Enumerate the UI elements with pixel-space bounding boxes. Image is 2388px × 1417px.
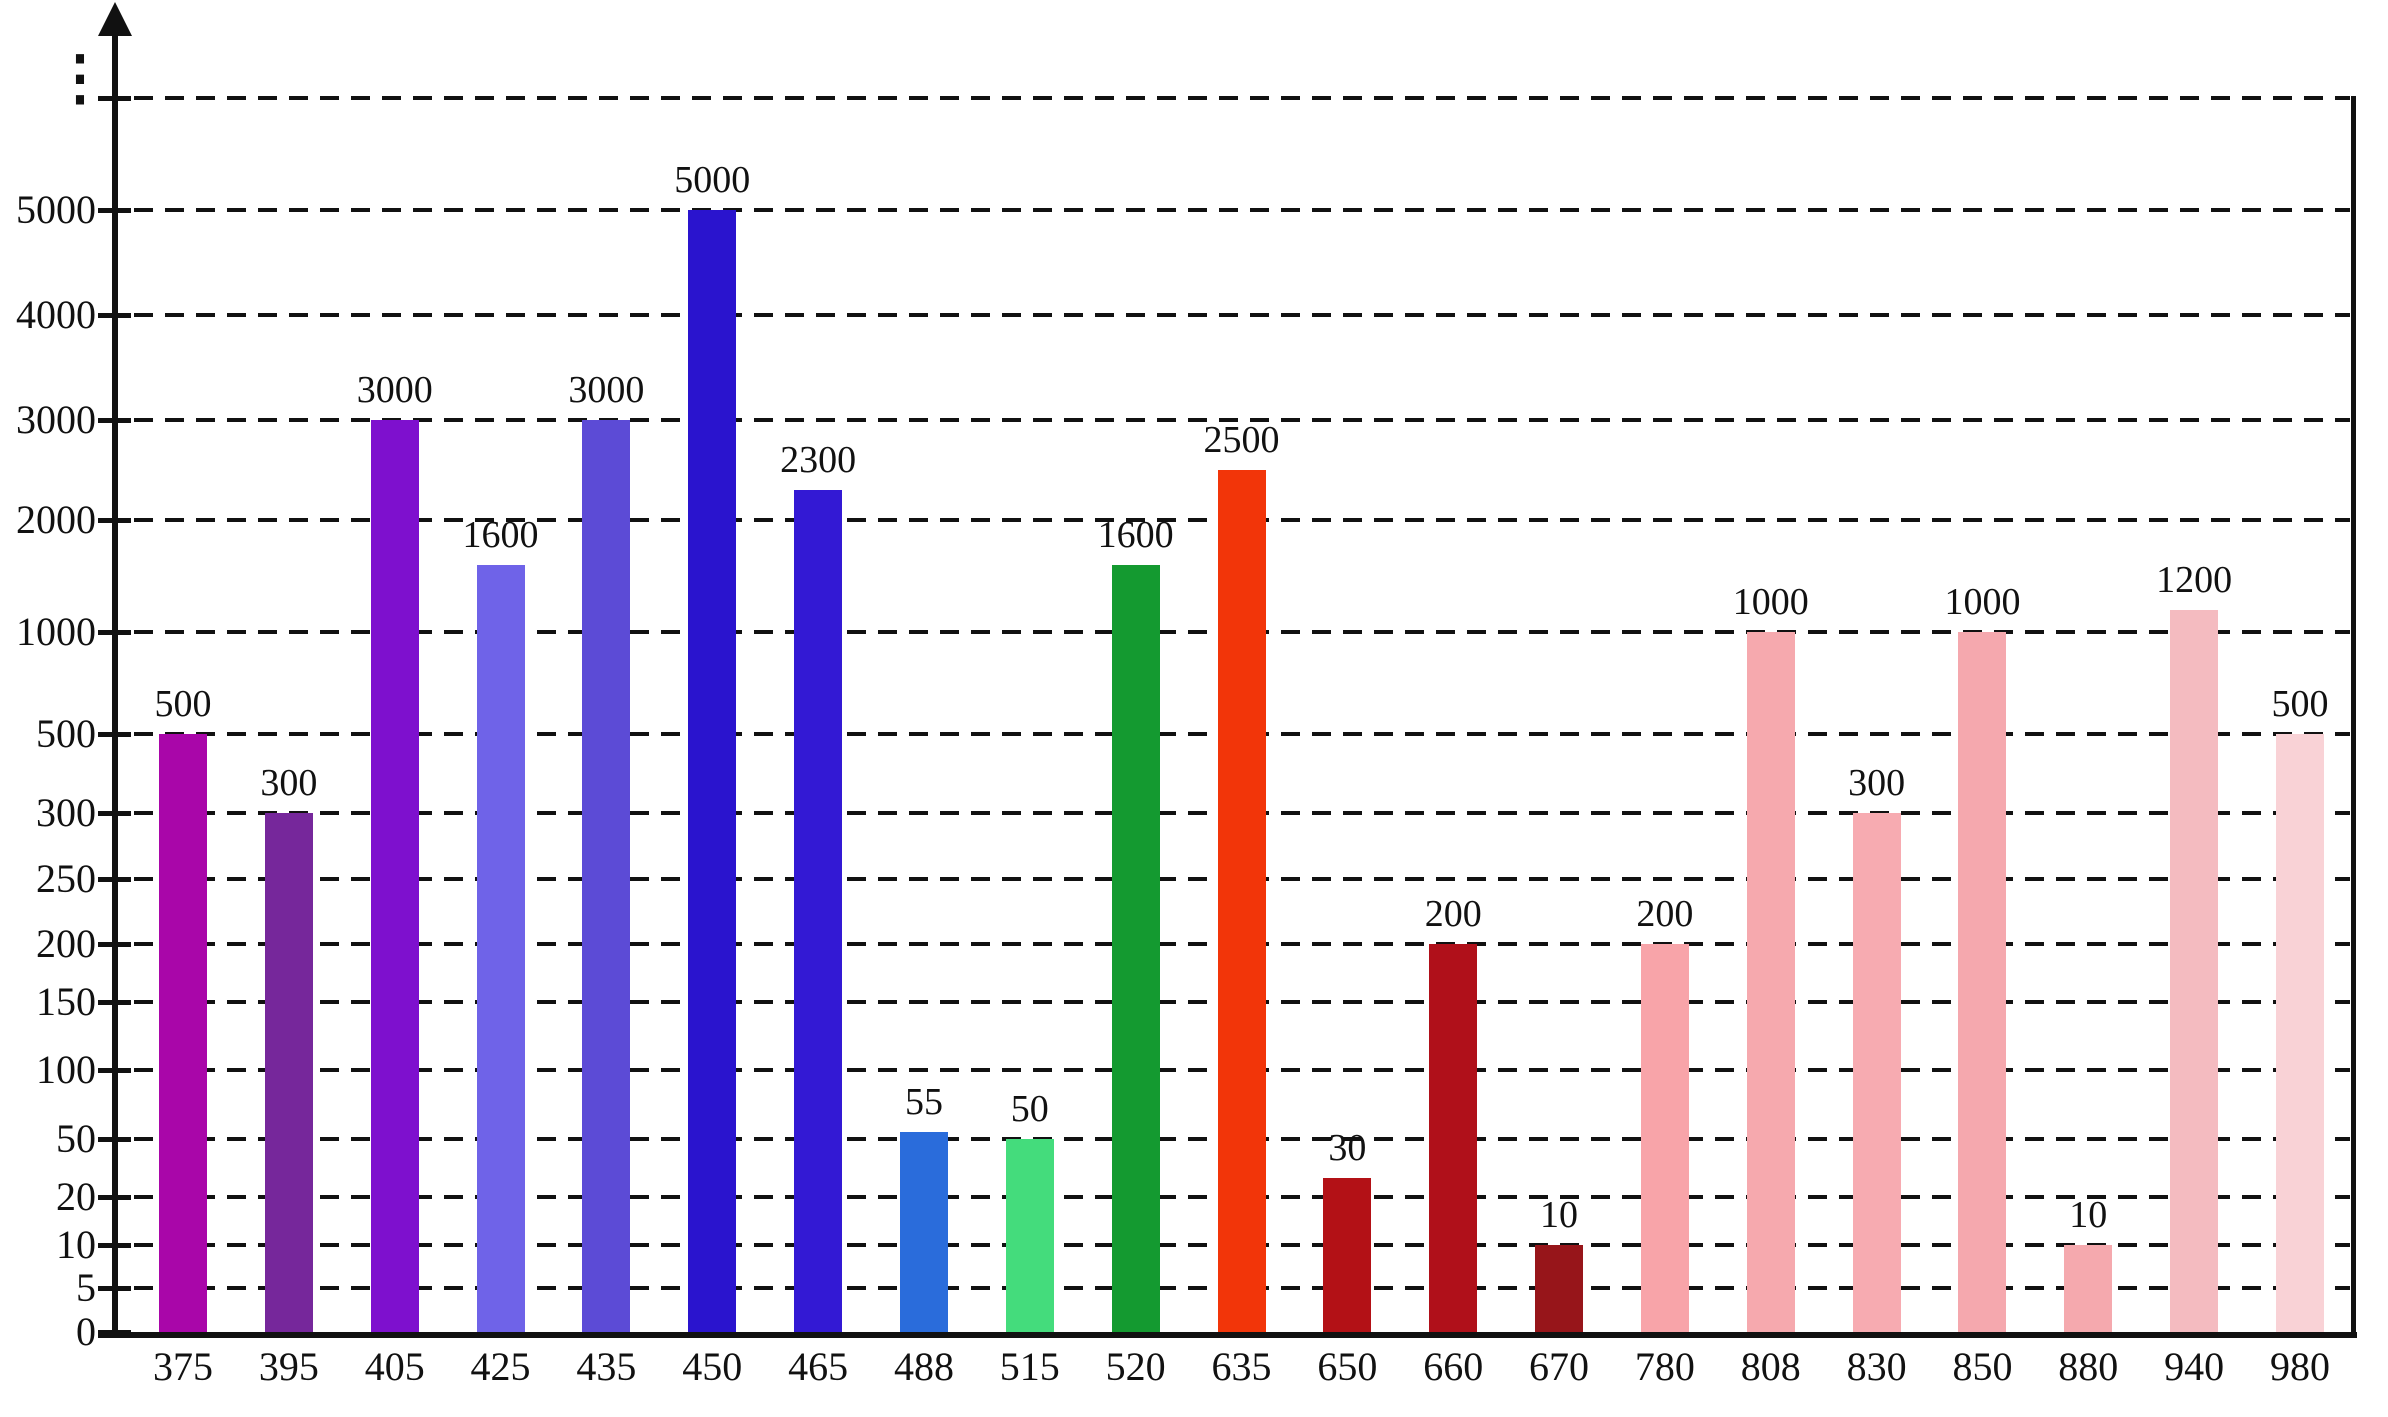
bar-940nm bbox=[2170, 609, 2219, 1332]
bar-value-label: 500 bbox=[2271, 683, 2329, 725]
gridline bbox=[134, 208, 2350, 212]
y-axis-line bbox=[112, 30, 118, 1338]
x-axis-tick-label: 515 bbox=[999, 1344, 1060, 1389]
y-axis-tick-label: 20 bbox=[56, 1174, 96, 1219]
y-axis-tick-label: 4000 bbox=[16, 292, 96, 337]
bar-value-label: 3000 bbox=[356, 369, 433, 411]
x-axis-tick-label: 375 bbox=[153, 1344, 213, 1389]
x-axis-tick-label: 488 bbox=[893, 1344, 954, 1389]
bar-value-label: 30 bbox=[1328, 1126, 1367, 1169]
bar-value-label: 1600 bbox=[462, 513, 539, 556]
bar-value-label: 2500 bbox=[1203, 419, 1280, 461]
bar-value-label: 1000 bbox=[1732, 581, 1809, 623]
x-axis-tick-label: 395 bbox=[258, 1344, 319, 1389]
x-axis-tick-label: 850 bbox=[1952, 1344, 2013, 1389]
bar-450nm bbox=[688, 210, 737, 1332]
x-axis-tick-label: 980 bbox=[2270, 1344, 2330, 1389]
y-axis-tick-label: 50 bbox=[56, 1116, 96, 1161]
y-axis-tick-label: 150 bbox=[36, 979, 96, 1024]
x-axis-tick-label: 465 bbox=[788, 1344, 849, 1389]
bar-value-label: 50 bbox=[1010, 1088, 1049, 1130]
y-axis-tick-label: 1000 bbox=[16, 609, 96, 654]
bar-980nm bbox=[2276, 734, 2324, 1332]
y-axis-tick-label: 5 bbox=[76, 1265, 96, 1310]
x-axis-tick-label: 425 bbox=[470, 1344, 531, 1389]
y-axis-tick-label: 250 bbox=[36, 856, 96, 901]
bar-405nm bbox=[370, 420, 419, 1332]
bar-value-label: 55 bbox=[904, 1081, 943, 1124]
bar-value-label: 3000 bbox=[568, 369, 645, 411]
bar-780nm bbox=[1640, 944, 1689, 1332]
bar-635nm bbox=[1217, 470, 1266, 1332]
x-axis-tick-label: 670 bbox=[1529, 1344, 1590, 1389]
bar-880nm bbox=[2064, 1245, 2113, 1332]
bar-808nm bbox=[1746, 632, 1795, 1332]
gridline-top-unlabeled bbox=[134, 96, 2350, 100]
y-axis-tick-label: 2000 bbox=[16, 497, 96, 542]
x-axis-tick-label: 660 bbox=[1423, 1344, 1484, 1389]
bar-value-label: 1000 bbox=[1944, 581, 2021, 623]
bar-value-label: 10 bbox=[1540, 1194, 1579, 1236]
bar-425nm bbox=[476, 564, 525, 1332]
x-axis-tick-label: 405 bbox=[364, 1344, 425, 1389]
y-axis-tick-label: 300 bbox=[36, 790, 96, 835]
bar-465nm bbox=[794, 490, 843, 1332]
y-axis-tick-label: 100 bbox=[36, 1047, 96, 1092]
y-axis-tick-label: 3000 bbox=[16, 397, 96, 442]
bar-660nm bbox=[1429, 944, 1478, 1332]
bar-520nm bbox=[1111, 564, 1160, 1332]
bar-515nm bbox=[1005, 1139, 1054, 1332]
bar-value-label: 500 bbox=[154, 683, 212, 725]
bar-375nm bbox=[159, 734, 207, 1332]
x-axis-tick-label: 650 bbox=[1317, 1344, 1378, 1389]
bar-395nm bbox=[264, 813, 313, 1332]
bar-488nm bbox=[899, 1132, 948, 1332]
x-axis-tick-label: 520 bbox=[1105, 1344, 1166, 1389]
bar-value-label: 200 bbox=[1636, 893, 1694, 935]
y-axis-tick-label: 500 bbox=[36, 711, 96, 756]
bar-value-label: 1200 bbox=[2156, 558, 2233, 601]
bar-670nm bbox=[1535, 1245, 1584, 1332]
bar-value-label: 5000 bbox=[674, 159, 751, 201]
y-axis-tick-label: 10 bbox=[56, 1222, 96, 1267]
bar-value-label: 1600 bbox=[1097, 513, 1174, 556]
bar-value-label: 2300 bbox=[780, 439, 857, 481]
x-axis-tick-label: 635 bbox=[1211, 1344, 1272, 1389]
bar-830nm bbox=[1852, 813, 1901, 1332]
x-axis-tick-label: 880 bbox=[2058, 1344, 2119, 1389]
bar-650nm bbox=[1323, 1177, 1372, 1332]
x-axis-tick-label: 808 bbox=[1740, 1344, 1801, 1389]
bar-850nm bbox=[1958, 632, 2007, 1332]
y-axis-tick-label: 0 bbox=[76, 1309, 96, 1354]
bar-value-label: 10 bbox=[2069, 1194, 2108, 1236]
x-axis-tick-label: 940 bbox=[2164, 1344, 2225, 1389]
bar-value-label: 300 bbox=[1848, 762, 1906, 804]
x-axis-tick-label: 780 bbox=[1634, 1344, 1695, 1389]
bar-value-label: 200 bbox=[1424, 893, 1482, 935]
plot-right-border bbox=[2351, 96, 2356, 1338]
x-axis-tick-label: 830 bbox=[1846, 1344, 1907, 1389]
bar-value-label: 300 bbox=[260, 762, 318, 804]
x-axis-line bbox=[98, 1332, 2357, 1338]
y-axis-tick-label: 5000 bbox=[16, 187, 96, 232]
gridline bbox=[134, 313, 2350, 317]
x-axis-tick-label: 450 bbox=[682, 1344, 743, 1389]
gridline bbox=[134, 418, 2350, 422]
y-axis-tick-label: 200 bbox=[36, 921, 96, 966]
bar-435nm bbox=[582, 420, 631, 1332]
x-axis-tick-label: 435 bbox=[576, 1344, 637, 1389]
